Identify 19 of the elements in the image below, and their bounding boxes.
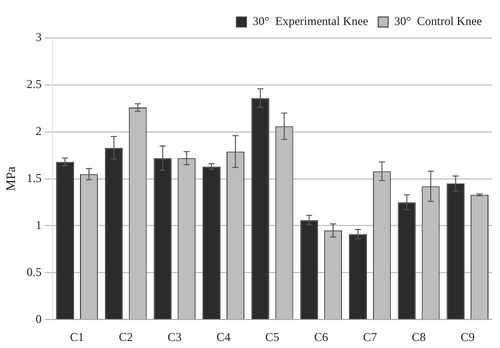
- y-tick-label: 1: [36, 218, 42, 232]
- y-tick-label: 2: [36, 124, 42, 138]
- x-tick-label: C4: [216, 330, 230, 344]
- x-tick-label: C7: [362, 330, 377, 344]
- y-tick-label: 2.5: [26, 77, 42, 92]
- legend-label: 30° Experimental Knee: [252, 14, 368, 28]
- x-tick-label: C9: [460, 330, 475, 344]
- x-tick-label: C1: [70, 330, 84, 344]
- legend-label: 30° Control Knee: [394, 14, 482, 28]
- x-tick-label: C6: [314, 330, 328, 344]
- x-tick-label: C3: [168, 330, 182, 344]
- y-axis-title: MPa: [3, 166, 18, 192]
- y-tick-label: 1.5: [26, 170, 42, 185]
- x-tick-label: C5: [265, 330, 280, 344]
- x-tick-label: C2: [118, 330, 133, 344]
- x-tick-label: C8: [412, 330, 426, 344]
- y-tick-label: 0.5: [26, 264, 42, 279]
- y-tick-label: 0: [36, 312, 42, 326]
- y-tick-label: 3: [36, 30, 42, 44]
